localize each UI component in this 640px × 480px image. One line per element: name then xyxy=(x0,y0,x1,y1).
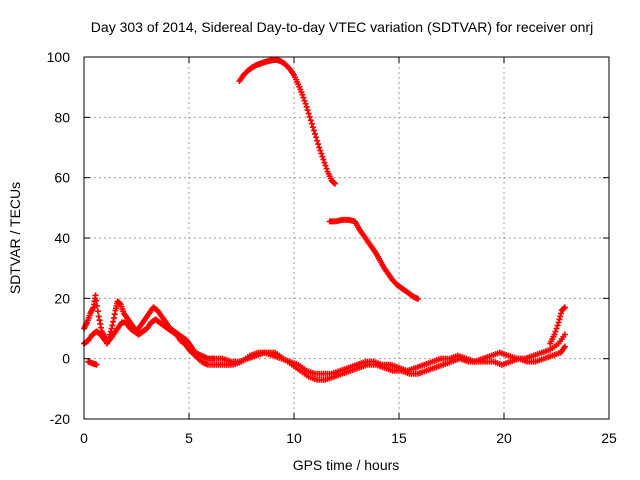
data-point xyxy=(552,328,559,335)
x-axis-ticks: 0 5 10 15 20 25 xyxy=(80,57,617,446)
data-point xyxy=(318,150,325,157)
data-point xyxy=(314,137,321,144)
y-tick-label: -20 xyxy=(50,411,70,427)
chart-title: Day 303 of 2014, Sidereal Day-to-day VTE… xyxy=(91,19,593,35)
data-point xyxy=(93,361,100,368)
y-tick-label: 20 xyxy=(54,290,70,306)
series-3 xyxy=(547,304,568,347)
data-point xyxy=(322,162,329,169)
data-point xyxy=(553,325,560,332)
data-point xyxy=(323,165,330,172)
data-point xyxy=(561,304,568,311)
data-point xyxy=(92,292,99,299)
data-point xyxy=(316,144,323,151)
data-point xyxy=(312,130,318,137)
data-point xyxy=(300,94,307,101)
data-point xyxy=(303,103,310,110)
data-point xyxy=(93,297,100,304)
data-point xyxy=(319,153,326,160)
x-tick-label: 5 xyxy=(185,430,193,446)
y-tick-label: 60 xyxy=(54,170,70,186)
data-point xyxy=(302,100,309,107)
data-points xyxy=(81,57,568,383)
data-point xyxy=(320,156,327,163)
data-point xyxy=(561,343,568,350)
data-point xyxy=(304,107,311,114)
data-point xyxy=(305,110,312,117)
data-point xyxy=(309,124,316,131)
y-tick-label: 40 xyxy=(54,230,70,246)
series-5 xyxy=(326,216,421,302)
y-tick-label: 80 xyxy=(54,109,70,125)
data-point xyxy=(310,127,317,134)
x-axis-label: GPS time / hours xyxy=(293,457,400,473)
data-point xyxy=(554,322,561,329)
data-point xyxy=(306,113,313,120)
grid-lines xyxy=(84,57,609,419)
series-4 xyxy=(236,57,338,187)
data-point xyxy=(301,97,308,104)
data-point xyxy=(331,180,338,187)
x-tick-label: 20 xyxy=(496,430,512,446)
data-point xyxy=(94,302,101,309)
data-point xyxy=(315,141,322,148)
y-axis-label: SDTVAR / TECUs xyxy=(7,182,23,294)
data-point xyxy=(561,331,568,338)
data-point xyxy=(308,120,315,127)
series-1 xyxy=(81,316,568,383)
data-point xyxy=(321,159,328,166)
data-point xyxy=(551,331,558,338)
y-tick-label: 100 xyxy=(47,49,71,65)
data-point xyxy=(94,308,101,315)
x-tick-label: 15 xyxy=(391,430,407,446)
y-tick-label: 0 xyxy=(62,351,70,367)
data-point xyxy=(307,117,314,124)
x-tick-label: 0 xyxy=(80,430,88,446)
data-point xyxy=(299,91,306,98)
data-point xyxy=(414,295,421,302)
y-axis-ticks: -20 0 20 40 60 80 100 xyxy=(47,49,609,427)
series-2 xyxy=(85,358,100,368)
x-tick-label: 10 xyxy=(286,430,302,446)
data-point xyxy=(317,147,324,154)
x-tick-label: 25 xyxy=(601,430,617,446)
data-point xyxy=(313,134,320,141)
